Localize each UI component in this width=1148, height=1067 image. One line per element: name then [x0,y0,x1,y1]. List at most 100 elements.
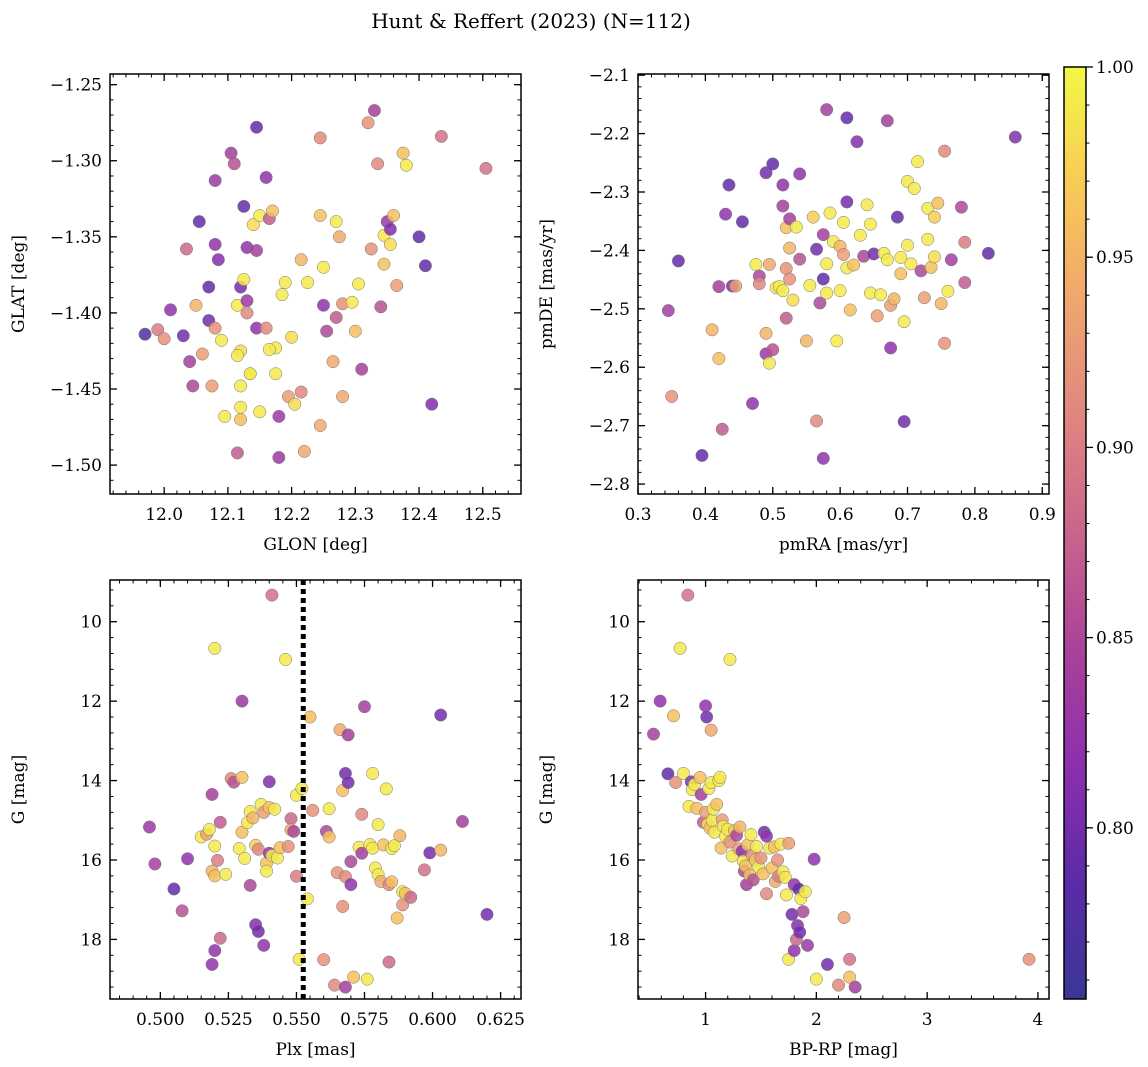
scatter-point [234,379,248,393]
scatter-point [371,157,385,171]
scatter-point [809,972,823,986]
scatter-point [771,853,785,867]
scatter-point [208,321,222,335]
scatter-point [1022,952,1036,966]
scatter-point [374,300,388,314]
scatter-point [272,409,286,423]
scatter-point [750,840,763,853]
scatter-point [820,257,834,271]
scatter-point [801,938,814,952]
scatter-point [138,327,152,341]
scatter-point [780,888,793,902]
scatter-point [712,352,726,365]
scatter-point [269,367,283,381]
scatter-point [322,830,336,844]
scatter-point [719,207,733,221]
scatter-point [760,829,773,843]
scatter-point [175,904,189,918]
scatter-point [850,135,864,149]
scatter-point [366,766,380,780]
y-tick-label: 14 [608,772,630,792]
scatter-point [238,851,252,865]
y-tick-label: 14 [80,772,102,792]
scatter-point [661,767,675,781]
scatter-point [205,958,219,971]
x-tick-label: 0.4 [692,505,719,525]
scatter-point [287,824,301,838]
y-axis-label: GLAT [deg] [9,235,29,333]
scatter-point [480,907,494,921]
scatter-point [789,220,803,234]
scatter-point [917,291,931,305]
scatter-point [820,103,834,117]
scatter-point [754,851,768,865]
y-tick-label: 12 [80,692,102,712]
scatter-point [186,379,200,393]
scatter-point [218,409,232,423]
y-axis-label: pmDE [mas/yr] [537,219,557,349]
scatter-point [202,280,216,294]
scatter-point [279,652,293,666]
scatter-point [313,131,327,145]
scatter-point [367,104,381,117]
scatter-point [803,279,817,292]
scatter-point [387,209,401,222]
scatter-point [840,195,854,209]
x-tick-label: 1 [700,1010,711,1030]
scatter-point [355,807,369,821]
scatter-point [306,803,320,817]
scatter-point [793,252,807,266]
y-tick-label: −1.30 [50,152,102,172]
scatter-point [907,182,921,195]
scatter-point [807,852,821,866]
scatter-point [669,776,683,789]
scatter-point [676,766,690,780]
scatter-point [232,842,246,855]
colorbar: 0.80 0.85 0.90 0.95 1.00 [1063,58,1134,1000]
scatter-point [180,242,193,256]
colorbar-tick-label: 0.85 [1096,629,1134,649]
scatter-point [843,952,857,966]
scatter-point [366,841,380,855]
scatter-point [874,288,888,302]
scatter-point [673,641,687,655]
y-tick-label: 10 [608,613,630,633]
scatter-point [235,770,249,784]
scatter-point [189,298,203,312]
scatter-point [371,818,385,832]
scatter-point [783,272,797,286]
scatter-point [887,292,901,306]
scatter-point [260,864,273,878]
x-axis-label: GLON [deg] [263,535,367,555]
scatter-point [778,871,792,884]
scatter-point [921,232,935,246]
scatter-point [941,284,955,298]
scatter-point [262,342,276,356]
scatter-point [317,260,330,274]
scatter-point [661,304,675,318]
scatter-point [752,277,766,291]
scatter-point [931,196,945,210]
y-axis-label: G [mag] [537,755,557,824]
scatter-point [816,272,830,286]
scatter-point [759,326,773,340]
scatter-point [793,925,807,939]
scatter-point [759,166,773,180]
scatter-point [425,397,439,411]
colorbar-tick-label: 0.95 [1096,248,1134,268]
scatter-point [240,306,254,320]
axes-frame [637,73,1050,495]
scatter-point [148,857,162,871]
scatter-point [860,198,874,212]
scatter-point [348,324,362,338]
scatter-point [211,853,224,867]
scatter-point [208,237,222,251]
subplot-1: 12.0 12.1 12.2 12.3 12.4 12.5 −1.25 −1.30 −1.35 −… [9,73,522,555]
scatter-point [783,241,797,255]
x-tick-label: 0.8 [961,505,988,525]
scatter-point [704,723,718,737]
scatter-point [341,728,355,742]
scatter-point [766,157,780,171]
scatter-point [823,206,837,220]
